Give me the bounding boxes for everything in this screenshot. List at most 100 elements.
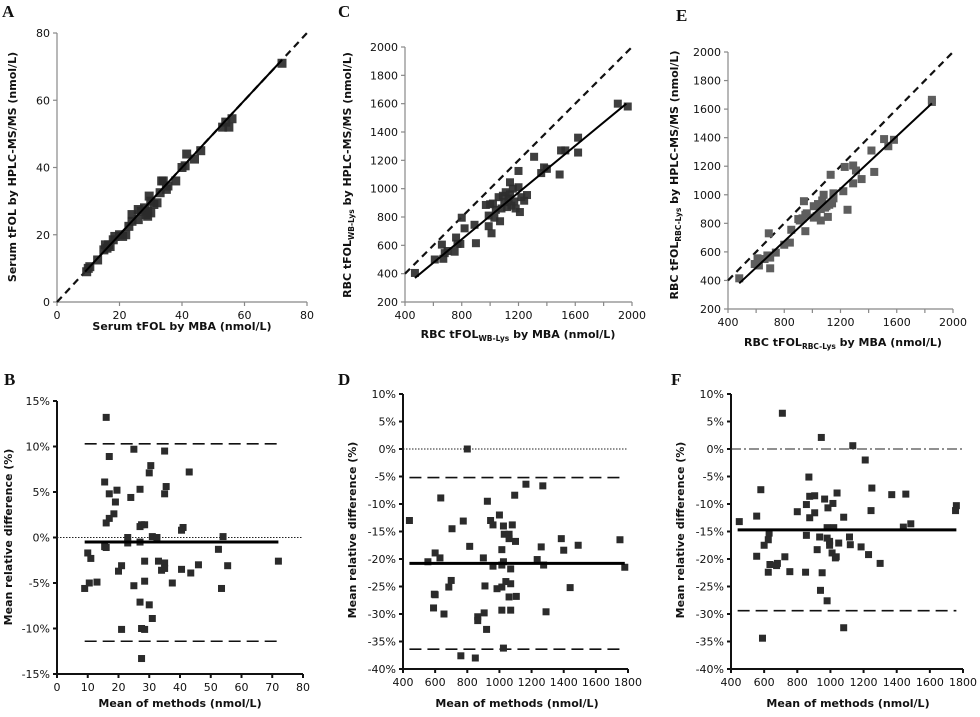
- panel-a-data-point: [144, 191, 154, 201]
- panel-e-data-point: [857, 175, 866, 184]
- panel-e-y-title-pre: RBC tFOL: [668, 242, 681, 300]
- panel-c-data-point: [471, 239, 480, 248]
- panel-d-data-point: [540, 561, 548, 569]
- panel-e-data-point: [766, 264, 775, 273]
- panel-e-data-point: [880, 135, 889, 144]
- panel-e-data-point: [849, 161, 858, 170]
- panel-d-data-point: [480, 609, 488, 617]
- panel-b-data-point: [161, 490, 169, 498]
- panel-a-data-point: [221, 117, 231, 127]
- panel-b-data-point: [101, 478, 109, 486]
- panel-b-data-point: [102, 544, 110, 552]
- panel-d-x-tick-label: 1600: [582, 676, 610, 689]
- panel-a-data-point: [180, 161, 190, 171]
- panel-c-y-title-sub: WB-Lys: [347, 209, 356, 240]
- panel-b-data-point: [154, 557, 162, 565]
- panel-e-data-point: [750, 260, 759, 269]
- panel-c-data-point: [520, 196, 529, 205]
- panel-f-data-point: [760, 541, 768, 549]
- panel-b-data-point: [214, 545, 222, 553]
- panel-f-data-point: [829, 499, 837, 507]
- panel-f-x-tick-label: 800: [787, 676, 808, 689]
- panel-f-x-tick-label: 1800: [949, 676, 977, 689]
- panel-b-data-point: [219, 533, 227, 541]
- panel-c-x-title-sub: WB-Lys: [479, 334, 510, 343]
- panel-a-data-point: [110, 231, 120, 241]
- panel-d-data-point: [505, 593, 513, 601]
- panel-a-data-point: [196, 146, 206, 156]
- panel-f-data-point: [867, 507, 875, 515]
- panel-c-data-point: [487, 229, 496, 238]
- panel-f-data-point: [865, 551, 873, 559]
- panel-e-data-point: [927, 95, 936, 104]
- panel-letter-f: F: [671, 370, 681, 389]
- panel-f-y-tick-label: -15%: [696, 526, 724, 539]
- panel-f-data-point: [757, 486, 765, 494]
- panel-letter-d: D: [338, 370, 350, 389]
- panel-c-data-point: [505, 178, 514, 187]
- panel-e-y-tick-label: 2000: [693, 46, 721, 59]
- panel-c-data-point: [410, 268, 419, 277]
- panel-b-data-point: [138, 655, 146, 663]
- panel-e-data-point: [787, 225, 796, 234]
- panel-d-data-point: [437, 494, 445, 502]
- panel-f-x-tick-label: 400: [721, 676, 742, 689]
- panel-d-x-tick-label: 1400: [550, 676, 578, 689]
- panel-c-data-point: [484, 211, 493, 220]
- panel-e-data-point: [816, 216, 825, 225]
- panel-d-x-tick-label: 400: [393, 676, 414, 689]
- panel-f-y-tick-label: -30%: [696, 608, 724, 621]
- panel-d-data-point: [483, 625, 491, 633]
- panel-b-data-point: [218, 584, 226, 592]
- panel-e-x-tick-label: 1200: [827, 316, 855, 329]
- panel-d-data-point: [430, 604, 438, 612]
- panel-a-x-axis-title: Serum tFOL by MBA (nmol/L): [92, 320, 271, 333]
- panel-d-data-point: [459, 517, 467, 525]
- panel-c-data-point: [439, 254, 448, 263]
- panel-c-data-point: [494, 193, 503, 202]
- panel-c-data-point: [470, 220, 479, 229]
- panel-b-data-point: [145, 469, 153, 477]
- panel-e-data-point: [829, 189, 838, 198]
- panel-b-data-point: [161, 447, 169, 455]
- panel-a-regression-line: [84, 59, 283, 273]
- panel-f-data-point: [817, 433, 825, 441]
- panel-c-data-point: [507, 201, 516, 210]
- panel-c-y-title-pre: RBC tFOL: [341, 240, 354, 298]
- panel-c-data-point: [574, 148, 583, 157]
- panel-d-data-point: [487, 517, 495, 524]
- panel-e-data-point: [819, 190, 828, 199]
- panel-b-data-point: [274, 557, 282, 565]
- panel-a-y-tick-label: 0: [43, 296, 50, 309]
- panel-e-data-point: [764, 229, 773, 238]
- panel-d-y-tick-label: -15%: [368, 526, 396, 539]
- panel-f-x-tick-label: 1000: [816, 676, 844, 689]
- panel-e-data-point: [828, 199, 837, 208]
- panel-d-data-point: [431, 591, 439, 599]
- panel-b-data-point: [178, 526, 186, 534]
- panel-b-data-point: [124, 534, 132, 541]
- panel-e-y-tick-label: 1000: [693, 189, 721, 202]
- panel-d-data-point: [498, 561, 506, 569]
- panel-b-data-point: [136, 485, 144, 493]
- panel-f-data-point: [802, 568, 810, 576]
- panel-d-y-tick-label: -30%: [368, 608, 396, 621]
- panel-f: -40% -35% -30% -25% -20% -15% -10% -5% 0% 5% 10% 40…: [696, 388, 977, 689]
- panel-b-x-tick-label: 40: [173, 681, 187, 694]
- panel-letter-e: E: [676, 6, 687, 25]
- panel-a-data-point: [227, 114, 237, 124]
- panel-b-data-point: [110, 510, 118, 518]
- panel-letter-b: B: [4, 370, 15, 389]
- panel-b-x-tick-label: 20: [112, 681, 126, 694]
- panel-d-y-tick-label: -25%: [368, 581, 396, 594]
- panel-f-y-tick-label: 10%: [700, 388, 724, 401]
- panel-c-data-point: [623, 102, 632, 111]
- panel-d-data-point: [493, 585, 501, 593]
- panel-b-x-tick-label: 30: [142, 681, 156, 694]
- panel-d-data-point: [474, 617, 482, 625]
- panel-e-x-title-sub: RBC-Lys: [802, 342, 836, 351]
- panel-b-y-tick-label: -10%: [22, 623, 50, 636]
